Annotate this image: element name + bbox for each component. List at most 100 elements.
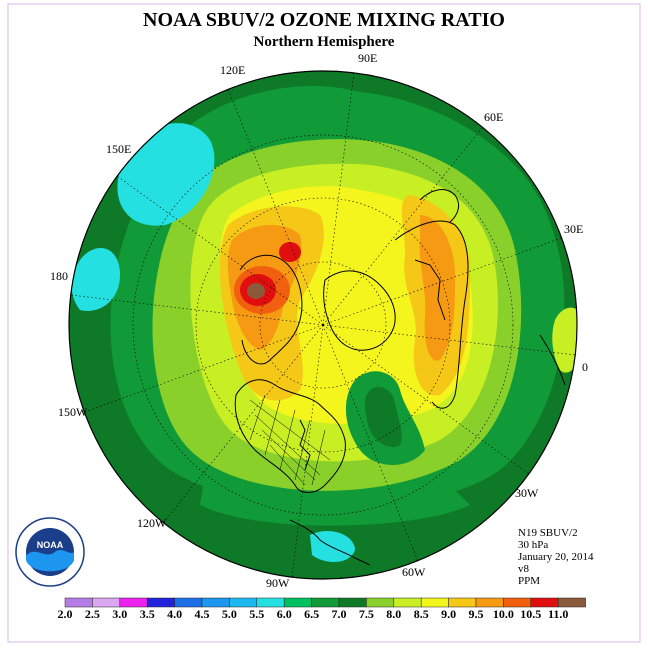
info-version: v8 [518, 563, 530, 575]
info-satellite: N19 SBUV/2 [518, 527, 578, 539]
colorbar-swatch [201, 597, 230, 608]
figure-frame [7, 3, 641, 643]
meridian-120w [162, 324, 324, 524]
noaa-logo: NOAA [15, 517, 85, 587]
colorbar-swatch [119, 597, 148, 608]
colorbar-tick-label: 2.5 [85, 607, 100, 621]
state-grid [249, 394, 331, 486]
africa-coast [539, 334, 566, 386]
logo-text: NOAA [37, 540, 64, 550]
cyan-patch-150e [117, 123, 215, 226]
lat-circle-30 [132, 134, 514, 516]
info-date: January 20, 2014 [518, 551, 594, 563]
colorbar-swatch [174, 597, 203, 608]
north-america-coast [234, 379, 346, 493]
colorbar-swatch [311, 597, 340, 608]
colorbar-tick-label: 3.0 [112, 607, 127, 621]
meridian-90e [322, 71, 355, 326]
map-title: NOAA SBUV/2 OZONE MIXING RATIO [143, 9, 505, 31]
colorbar-tick-label: 4.5 [195, 607, 210, 621]
longitude-labels: 90E 120E 60E 150E 30E 180 0 150W 30W 120… [50, 51, 588, 590]
alaska-coast [239, 254, 303, 365]
meridian-150w [81, 324, 324, 414]
colorbar-tick-label: 6.0 [277, 607, 292, 621]
lon-label-30w: 30W [515, 486, 539, 500]
lon-label-120w: 120W [137, 516, 167, 530]
colorbar-tick-label: 5.0 [222, 607, 237, 621]
eurasia-coast [394, 220, 469, 409]
meridian-60w [322, 324, 419, 562]
colorbar-swatch [92, 597, 121, 608]
colorbar-swatch [229, 597, 258, 608]
map-subtitle: Northern Hemisphere [254, 34, 395, 50]
colorbar-swatch [503, 597, 532, 608]
graticule [70, 71, 576, 578]
coastlines [234, 189, 566, 566]
colorbar-swatch [420, 597, 449, 608]
colorbar-tick-label: 6.5 [304, 607, 319, 621]
band-11-0 [247, 283, 265, 299]
arctic-islands [323, 270, 396, 351]
lat-circle-50 [195, 197, 451, 453]
lat-circle-70 [259, 261, 387, 389]
colorbar-swatch [448, 597, 477, 608]
us-state-lines [249, 394, 331, 486]
secondary-max [279, 242, 301, 262]
low-ozone-core [364, 386, 402, 448]
colorbar-tick-label: 9.5 [469, 607, 484, 621]
colorbar-swatch [557, 597, 586, 608]
colorbar-tick-label: 7.5 [359, 607, 374, 621]
colorbar-swatch [475, 597, 504, 608]
colorbar-swatch [366, 597, 395, 608]
cyan-patch-90w [310, 530, 355, 562]
colorbar-tick-label: 7.0 [332, 607, 347, 621]
lon-label-30e: 30E [564, 222, 583, 236]
colorbar-tick-label: 9.0 [441, 607, 456, 621]
info-units: PPM [518, 575, 540, 587]
colorbar-tick-label: 2.0 [58, 607, 73, 621]
meridian-30e [322, 236, 565, 326]
lon-label-60w: 60W [402, 565, 426, 579]
info-level: 30 hPa [518, 539, 548, 551]
lon-label-90w: 90W [266, 576, 290, 590]
europe-coast [414, 259, 446, 321]
central-america-coast [289, 519, 371, 566]
colorbar-swatch [393, 597, 422, 608]
cyan-patch-180 [71, 248, 120, 311]
ozone-field [69, 71, 577, 579]
lon-label-0: 0 [582, 360, 588, 374]
map-boundary [68, 70, 578, 580]
lon-label-150w: 150W [58, 405, 88, 419]
lon-label-90e: 90E [358, 51, 377, 65]
east-coast [299, 419, 311, 471]
colorbar-swatch [283, 597, 312, 608]
band-9-5-east [419, 215, 455, 361]
colorbar-swatch [530, 597, 559, 608]
colorbar-tick-label: 8.0 [386, 607, 401, 621]
lon-label-120e: 120E [220, 63, 245, 77]
colorbar-swatch [256, 597, 285, 608]
colorbar-swatch [64, 597, 93, 608]
colorbar-tick-label: 11.0 [548, 607, 568, 621]
colorbar-tick-label: 10.5 [520, 607, 541, 621]
colorbar-swatch [146, 597, 175, 608]
meridian-60e [322, 126, 484, 326]
lon-label-180: 180 [50, 269, 68, 283]
colorbar: 2.0 2.5 3.0 3.5 4.0 4.5 5.0 5.5 6.0 6.5 7.0 7.5 8.0 8… [58, 597, 586, 621]
lon-label-60e: 60E [484, 110, 503, 124]
asia-coast [419, 189, 460, 223]
meridian-120e [227, 88, 324, 326]
colorbar-tick-label: 5.5 [249, 607, 264, 621]
colorbar-tick-label: 3.5 [140, 607, 155, 621]
colorbar-tick-label: 10.0 [493, 607, 514, 621]
info-block: N19 SBUV/2 30 hPa January 20, 2014 v8 PP… [518, 527, 594, 587]
logo-wave [26, 550, 74, 572]
colorbar-tick-label: 4.0 [167, 607, 182, 621]
edge-patch-0 [552, 307, 577, 373]
colorbar-tick-label: 8.5 [414, 607, 429, 621]
lon-label-150e: 150E [106, 142, 131, 156]
ring-65-south [200, 475, 470, 526]
colorbar-swatch [338, 597, 367, 608]
